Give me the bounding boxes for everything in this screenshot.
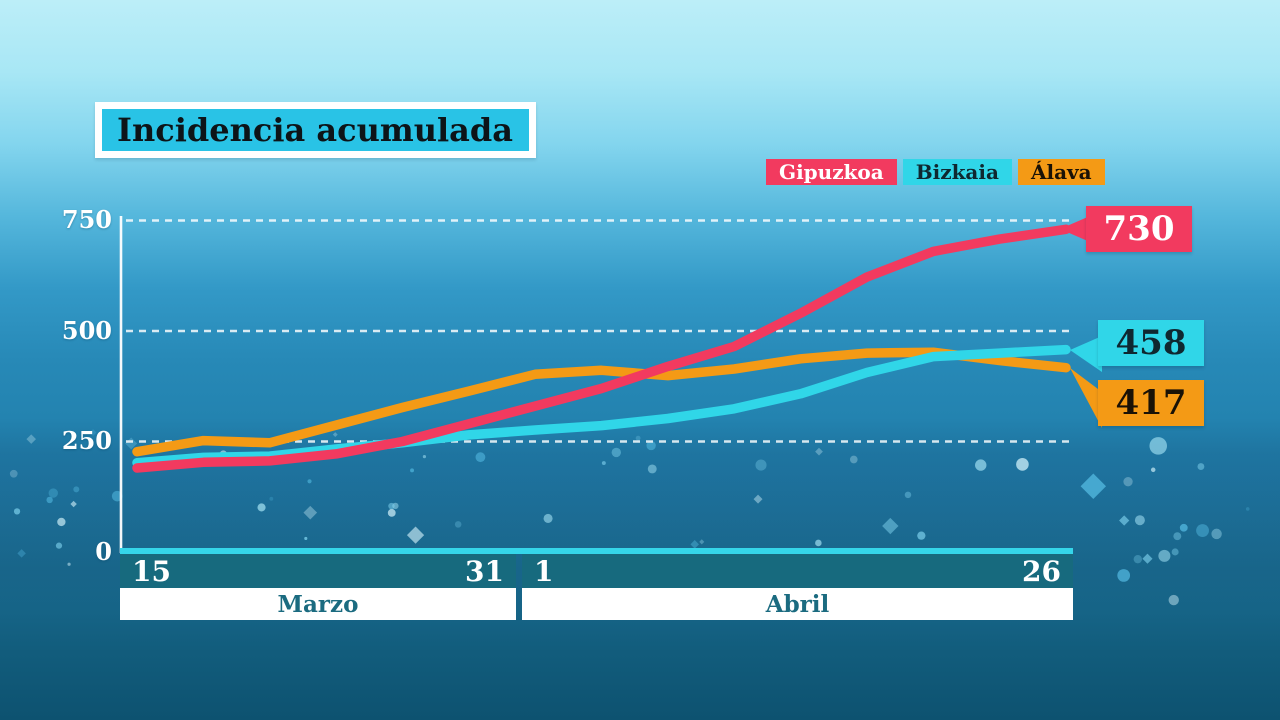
pointer-gipuzkoa <box>1060 216 1090 242</box>
page-title: Incidencia acumulada <box>102 109 529 151</box>
bubble <box>1179 523 1188 532</box>
legend-item-bizkaia: Bizkaia <box>902 159 1012 185</box>
value-gipuzkoa: 730 <box>1103 209 1175 249</box>
legend-item-gipuzkoa: Gipuzkoa <box>766 159 897 185</box>
bubble <box>57 517 66 527</box>
bubble <box>647 464 657 474</box>
bubble <box>307 479 312 484</box>
bubble <box>73 486 80 493</box>
bubble <box>269 496 274 501</box>
bubble <box>48 488 58 498</box>
bubble <box>1119 515 1130 526</box>
legend-item-álava: Álava <box>1017 159 1105 185</box>
bubble <box>635 435 641 441</box>
bubble <box>46 496 53 504</box>
bubble <box>89 429 97 436</box>
month-label-abril: Abril <box>522 588 1073 620</box>
bubble <box>1149 437 1168 455</box>
series-line-gipuzkoa <box>132 224 1071 473</box>
bubble <box>849 455 858 464</box>
background-bubbles <box>9 429 1250 606</box>
bubble <box>17 549 26 558</box>
day-label-31: 31 <box>465 554 504 588</box>
bubble <box>304 536 308 541</box>
value-badge-alava: 417 <box>1098 380 1204 426</box>
bubble <box>1196 524 1209 537</box>
day-range-bar-abril: 1 26 <box>522 554 1073 588</box>
value-badge-bizkaia: 458 <box>1098 320 1204 366</box>
bubble <box>815 447 823 456</box>
bubble <box>1168 594 1179 606</box>
month-text-marzo: Marzo <box>277 590 359 618</box>
month-label-marzo: Marzo <box>120 588 516 620</box>
bubble <box>1197 463 1205 470</box>
bubble <box>303 505 318 520</box>
bubble <box>1016 458 1029 471</box>
y-tick-250: 250 <box>61 426 112 455</box>
bubble <box>1150 467 1156 473</box>
bubble <box>475 452 486 463</box>
bubble <box>543 513 553 523</box>
bubble <box>755 459 767 471</box>
bubble <box>1142 553 1153 564</box>
value-bizkaia: 458 <box>1115 323 1187 363</box>
bubble <box>1134 515 1145 526</box>
bubble <box>975 459 987 471</box>
bubble <box>601 461 606 466</box>
bubble <box>611 447 622 458</box>
bubble <box>917 531 926 540</box>
bubble <box>1117 569 1131 582</box>
bubble <box>690 540 699 549</box>
bubble <box>410 468 414 473</box>
pointer-alava <box>1070 368 1102 428</box>
x-axis-baseline <box>120 548 1073 554</box>
day-label-26: 26 <box>1022 554 1061 588</box>
value-alava: 417 <box>1115 383 1187 423</box>
bubble <box>1123 477 1133 487</box>
callout-pointers <box>1060 216 1102 428</box>
bubble <box>646 440 656 451</box>
y-tick-500: 500 <box>61 316 112 345</box>
value-badge-gipuzkoa: 730 <box>1086 206 1192 252</box>
bubble <box>70 500 77 508</box>
legend: Gipuzkoa Bizkaia Álava <box>766 159 1111 185</box>
bubble <box>422 455 427 459</box>
bubble <box>67 562 71 566</box>
y-tick-0: 0 <box>95 537 112 566</box>
bubble <box>387 508 396 517</box>
bubble <box>406 526 425 544</box>
bubble <box>1133 554 1143 564</box>
bubble <box>388 502 395 510</box>
title-box: Incidencia acumulada <box>95 102 536 158</box>
bubble <box>882 517 899 535</box>
bubble <box>1211 528 1222 540</box>
data-series-lines <box>132 224 1071 473</box>
bubble <box>753 494 763 504</box>
bubble <box>26 434 37 444</box>
series-line-álava <box>132 347 1071 457</box>
bubble <box>1171 548 1179 556</box>
y-tick-750: 750 <box>61 205 112 234</box>
bubble <box>454 521 462 528</box>
day-label-15: 15 <box>132 554 171 588</box>
bubble <box>13 508 21 515</box>
bubble <box>904 491 912 499</box>
bubble <box>1173 532 1182 541</box>
series-line-bizkaia <box>132 344 1071 468</box>
bubble <box>1080 473 1107 499</box>
bubble <box>9 469 18 478</box>
bubble <box>1245 507 1250 511</box>
bubble <box>257 503 266 512</box>
day-label-1: 1 <box>534 554 554 588</box>
bubble <box>699 539 705 545</box>
bubble <box>332 432 338 438</box>
bubble <box>1158 549 1171 562</box>
bubble <box>55 542 63 549</box>
pointer-bizkaia <box>1070 336 1102 372</box>
month-text-abril: Abril <box>765 590 830 618</box>
day-range-bar-marzo: 15 31 <box>120 554 516 588</box>
bubble <box>815 539 822 547</box>
